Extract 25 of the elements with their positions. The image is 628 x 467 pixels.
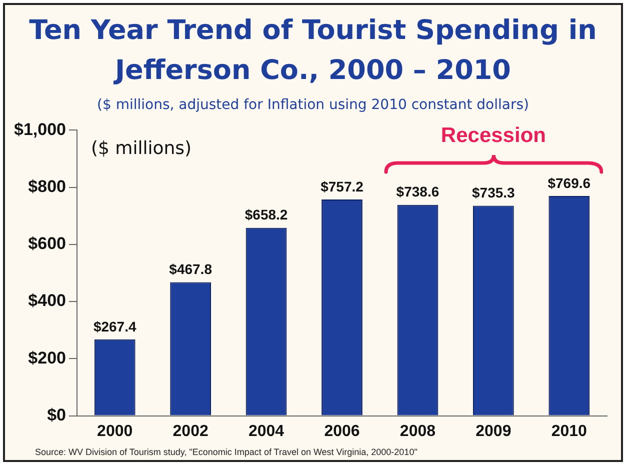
data-label: $467.8 [169,261,212,278]
data-label: $735.3 [472,184,516,201]
y-tick-label: $800 [28,177,66,196]
x-tick-label: 2010 [551,422,588,440]
source-note: Source: WV Division of Tourism study, "Economic Impact of Travel on West Virginia, 2000-2010" [35,447,418,457]
y-tick-label: $200 [28,348,66,368]
data-label: $769.6 [548,174,591,191]
x-tick-label: 2009 [476,422,512,440]
x-tick-label: 2006 [324,422,360,440]
y-tick-label: $600 [28,234,66,254]
x-tick-label: 2002 [172,422,208,440]
y-tick-label: $0 [47,405,66,424]
annotation: ($ millions) [90,138,192,160]
chart-title: Ten Year Trend of Tourist Spending in Jefferson Co., 2000 – 2010 [28,14,598,88]
chart-subtitle: ($ millions, adjusted for Inflation using 2010 constant dollars) [96,97,530,113]
x-tick-label: 2008 [400,422,436,440]
data-label: $267.4 [93,318,136,334]
data-label: $738.6 [396,184,440,200]
x-tick-label: 2004 [248,422,284,440]
data-label: $658.2 [244,206,288,223]
data-label: $757.2 [320,178,364,194]
annotation: Recession [440,124,546,148]
y-tick-label: $1,000 [14,120,66,139]
x-tick-label: 2000 [97,422,133,440]
y-tick-label: $400 [28,291,66,310]
